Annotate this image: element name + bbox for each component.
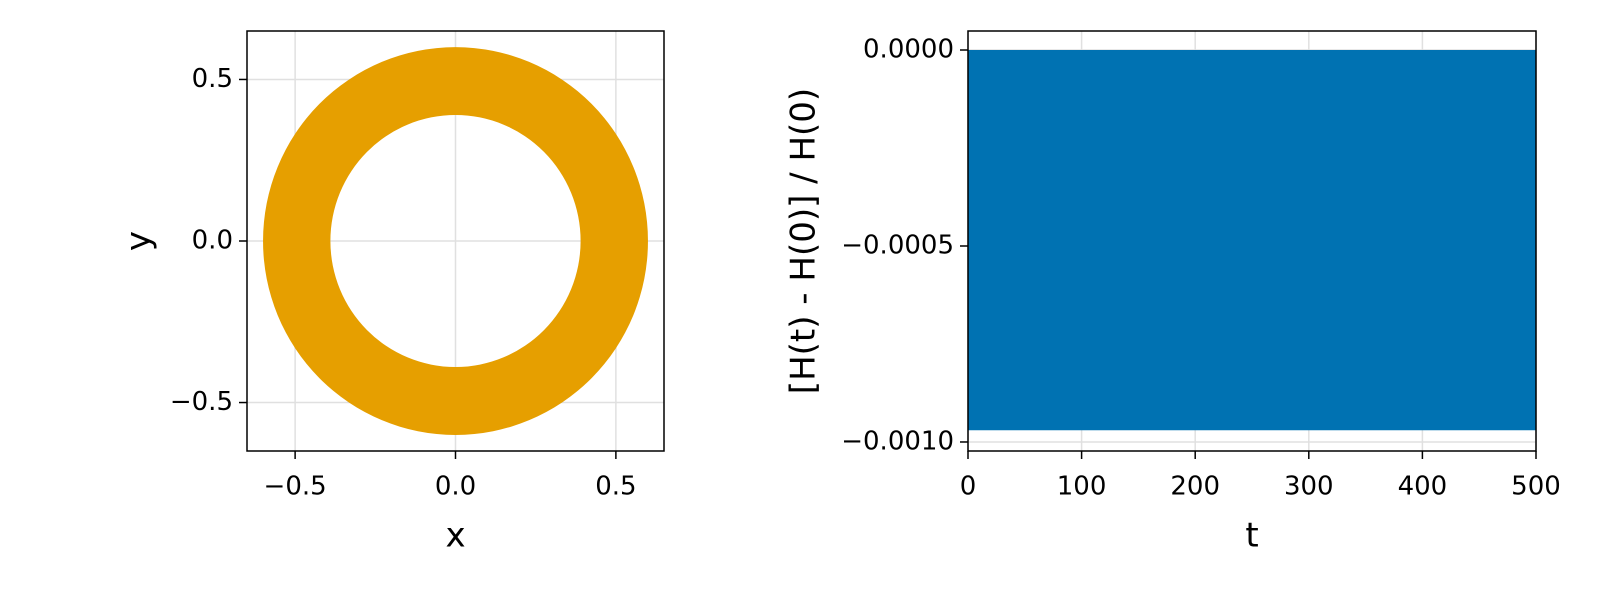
x-tick-label: 0.0: [435, 472, 476, 502]
orbit-ring: [263, 47, 648, 435]
x-tick-label: −0.5: [264, 472, 327, 502]
x-tick-label: 0: [960, 472, 977, 502]
y-tick-label: −0.5: [170, 387, 233, 417]
y-tick-label: 0.0: [192, 226, 233, 256]
x-tick-label: 400: [1398, 472, 1448, 502]
x-tick-label: 0.5: [595, 472, 636, 502]
x-axis-label: x: [445, 516, 465, 556]
y-tick-label: 0.0000: [863, 35, 954, 65]
x-tick-label: 300: [1284, 472, 1334, 502]
axes-frame: [967, 30, 1537, 452]
x-tick-label: 500: [1511, 472, 1561, 502]
error-band: [968, 50, 1536, 431]
y-axis-label: [H(t) - H(0)] / H(0): [784, 88, 824, 394]
x-axis-label: t: [1245, 516, 1258, 556]
y-tick-label: −0.0005: [841, 230, 954, 260]
axes-frame: [246, 30, 665, 452]
y-tick-label: 0.5: [192, 64, 233, 94]
x-tick-label: 100: [1057, 472, 1107, 502]
y-axis-label: y: [119, 231, 159, 251]
x-tick-label: 200: [1170, 472, 1220, 502]
y-tick-label: −0.0010: [841, 426, 954, 456]
